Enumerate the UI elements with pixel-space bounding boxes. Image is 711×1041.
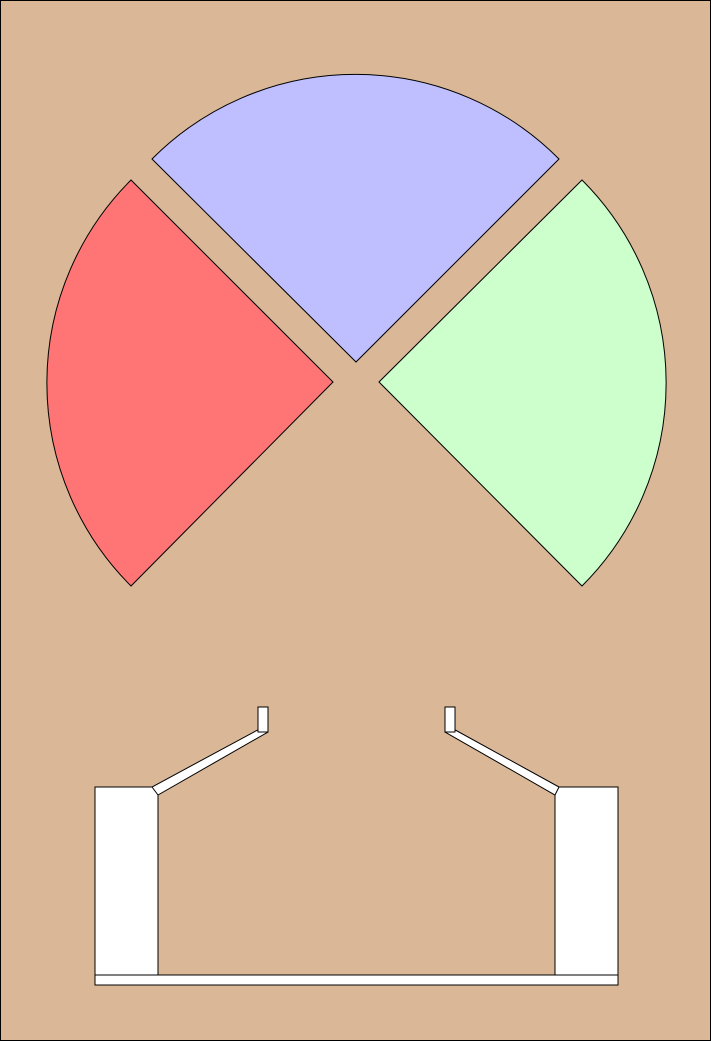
catcher-rig [94, 706, 619, 986]
rig-left-post [94, 786, 159, 976]
sector-left-red[interactable] [46, 179, 334, 587]
rig-right-tip [444, 706, 456, 733]
color-wheel [46, 73, 667, 587]
sector-right-green[interactable] [378, 179, 667, 587]
sector-top-blue[interactable] [151, 73, 560, 363]
rig-base-bar [94, 974, 619, 986]
rig-right-post [554, 786, 619, 976]
rig-left-tip [257, 706, 269, 733]
